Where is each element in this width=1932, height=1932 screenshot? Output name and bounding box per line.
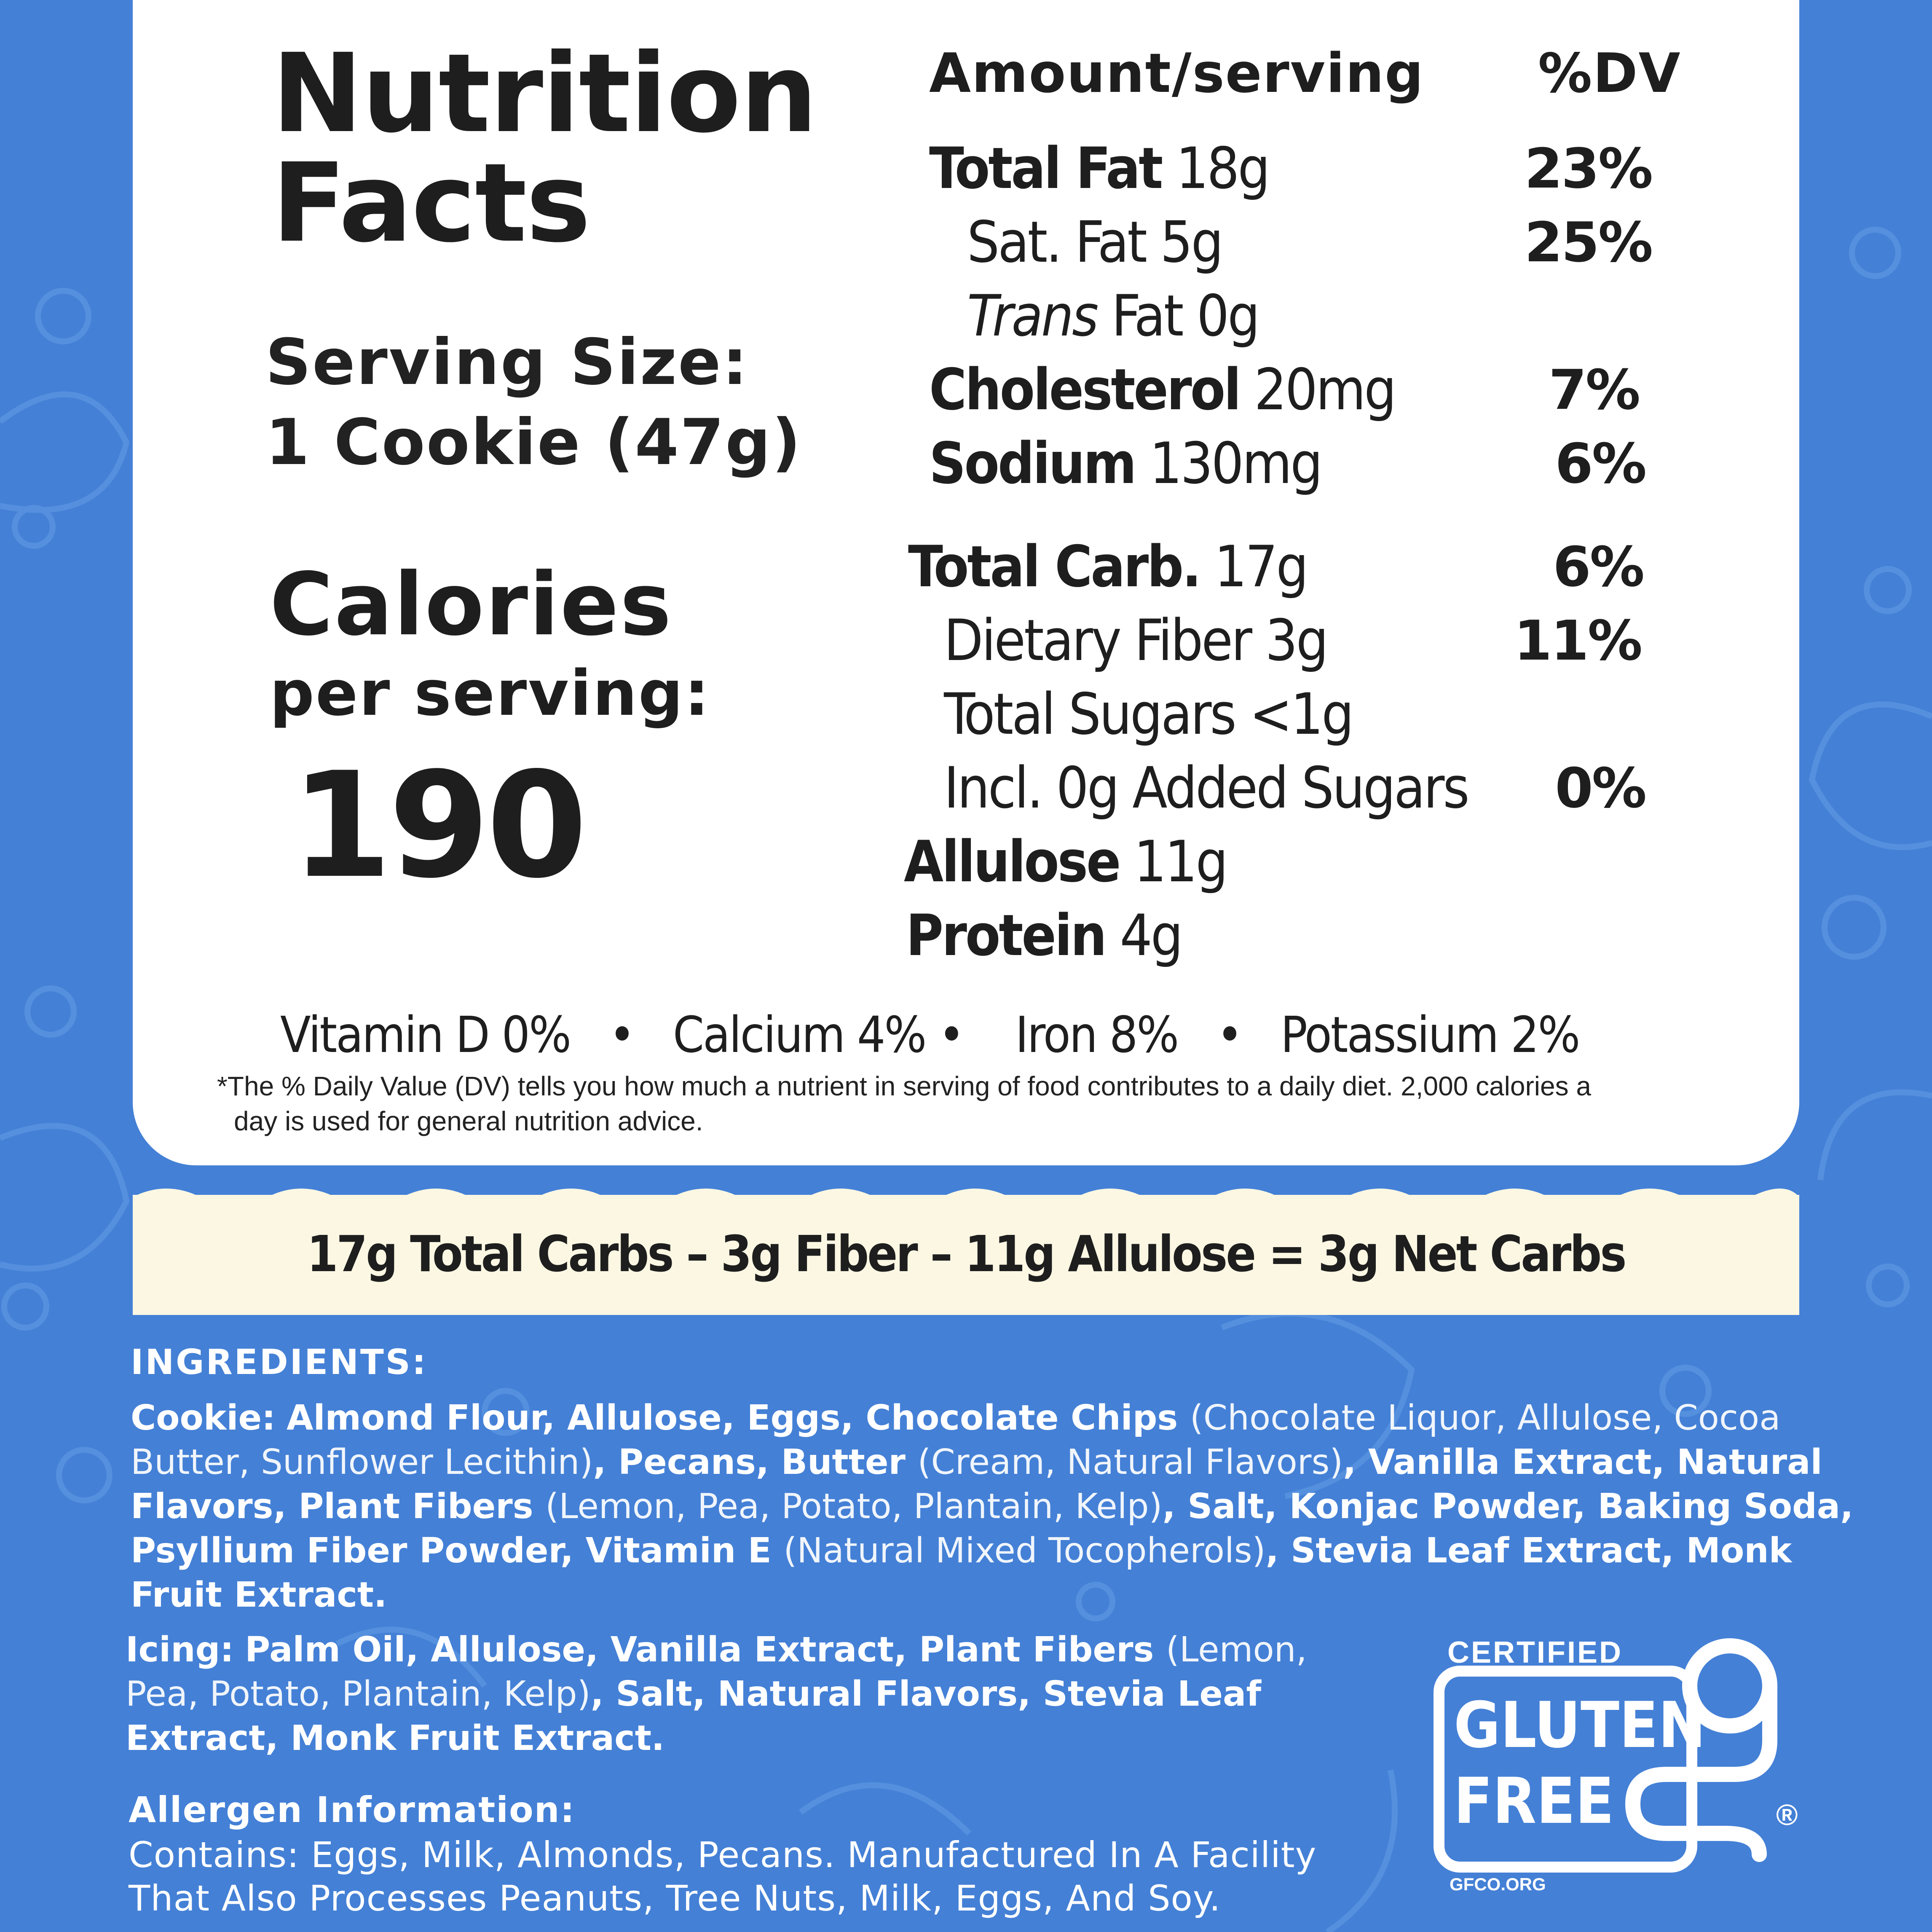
allergen-line2: That Also Processes Peanuts, Tree Nuts, … <box>129 1878 1221 1919</box>
icing-label: Icing: <box>126 1630 234 1670</box>
net-carbs-formula: 17g Total Carbs – 3g Fiber – 11g Allulos… <box>307 1225 1627 1283</box>
ingredient-detail: (Chocolate Liquor, Allulose, Cocoa Butte… <box>131 1398 1781 1482</box>
calories-value: 190 <box>291 741 587 910</box>
ingredient-detail: (Lemon, Pea, Potato, Plantain, Kelp) <box>126 1630 1307 1714</box>
footnote-line2: day is used for general nutrition advice… <box>234 1106 703 1136</box>
calories-sub-label: per serving: <box>270 657 710 730</box>
nutrient-name: Sodium <box>929 430 1137 496</box>
icing-ingredients: Icing: Palm Oil, Allulose, Vanilla Extra… <box>126 1628 1369 1760</box>
nutrient-name: Total Carb. <box>908 534 1201 600</box>
ingredients-heading: INGREDIENTS: <box>131 1342 428 1382</box>
nutrient-amount: 130mg <box>1150 430 1323 496</box>
calcium: Calcium 4% <box>673 1006 927 1064</box>
nutrient-name: Allulose <box>904 829 1121 895</box>
badge-frame <box>1434 1666 1697 1873</box>
ingredient-detail: (Lemon, Pea, Potato, Plantain, Kelp) <box>545 1487 1163 1527</box>
title-line1: Nutrition <box>272 30 817 157</box>
nutrient-name: Fat <box>1111 283 1184 349</box>
nutrient-amount: 20mg <box>1254 357 1396 423</box>
serving-size-label: Serving Size: <box>265 326 749 399</box>
dv-sodium: 6% <box>1555 432 1647 496</box>
nutrient-amount: <1g <box>1249 681 1354 747</box>
ingredient-bold: Almond Flour, Allulose, Eggs, Chocolate … <box>286 1398 1190 1438</box>
band-wave-edge <box>133 1189 1799 1214</box>
nutrient-name: Cholesterol <box>929 357 1241 423</box>
row-dietary-fiber: Dietary Fiber 3g <box>944 607 1329 674</box>
dv-sat-fat: 25% <box>1524 210 1653 274</box>
ingredient-bold: , Vanilla Extract, Natural Flavors, Plan… <box>131 1442 1822 1527</box>
badge-registered: ® <box>1776 1798 1798 1831</box>
nutrient-name-italic: Trans <box>967 283 1099 349</box>
nutrient-amount: 0g <box>1196 283 1260 349</box>
nutrient-name: Dietary Fiber <box>944 607 1252 674</box>
dv-cholesterol: 7% <box>1549 358 1640 422</box>
ingredient-detail: (Cream, Natural Flavors) <box>917 1442 1343 1482</box>
nutrient-name: Total Sugars <box>944 681 1237 747</box>
nutrient-amount: 3g <box>1265 607 1329 674</box>
row-allulose: Allulose 11g <box>904 829 1228 895</box>
ingredient-bold: , Salt, Konjac Powder, Baking Soda, Psyl… <box>131 1487 1854 1571</box>
nutrient-amount: 4g <box>1120 902 1183 969</box>
cookie-label: Cookie: <box>131 1398 276 1438</box>
row-total-sugars: Total Sugars <1g <box>944 681 1354 747</box>
vitamin-d: Vitamin D 0% <box>280 1006 571 1064</box>
row-sodium: Sodium 130mg <box>929 430 1323 496</box>
nutrient-amount: 11g <box>1134 829 1228 895</box>
gluten-free-badge: CERTIFIED GLUTEN FREE ® GFCO.ORG <box>1434 1636 1798 1894</box>
row-added-sugars: Incl. 0g Added Sugars <box>944 755 1470 821</box>
dv-total-fat: 23% <box>1524 137 1653 201</box>
serving-size-value: 1 Cookie (47g) <box>265 406 802 479</box>
row-protein: Protein 4g <box>906 902 1183 969</box>
potassium: Potassium 2% <box>1281 1006 1580 1064</box>
title-line2: Facts <box>272 140 591 266</box>
dv-added-sugars: 0% <box>1555 756 1647 820</box>
badge-certified: CERTIFIED <box>1447 1636 1623 1669</box>
vitamins-line: Vitamin D 0% • Calcium 4% • Iron 8% • Po… <box>280 1005 1580 1064</box>
row-total-carb: Total Carb. 17g <box>908 534 1309 600</box>
nutrient-amount: 18g <box>1176 135 1270 201</box>
nutrient-name: Protein <box>906 902 1107 969</box>
row-trans-fat: Trans Fat 0g <box>967 283 1260 349</box>
ingredient-bold: , Stevia Leaf Extract, Monk Fruit Extrac… <box>131 1531 1792 1615</box>
ingredient-detail: (Natural Mixed Tocopherols) <box>783 1531 1266 1571</box>
nutrition-panel <box>133 0 1799 1165</box>
separator: • <box>1217 1006 1243 1064</box>
allergen-heading: Allergen Information: <box>129 1789 576 1830</box>
row-cholesterol: Cholesterol 20mg <box>929 357 1396 423</box>
row-total-fat: Total Fat 18g <box>929 135 1270 201</box>
net-carbs-band <box>133 1195 1799 1315</box>
separator: • <box>609 1006 635 1064</box>
header-dv: %DV <box>1538 42 1681 105</box>
row-sat-fat: Sat. Fat 5g <box>967 209 1224 275</box>
separator: • <box>938 1006 965 1064</box>
footnote-line1: *The % Daily Value (DV) tells you how mu… <box>217 1071 1591 1101</box>
header-amount: Amount/serving <box>929 42 1424 105</box>
nutrient-amount: 5g <box>1160 209 1223 275</box>
badge-url: GFCO.ORG <box>1450 1874 1546 1894</box>
ingredient-bold: , Salt, Natural Flavors, Stevia Leaf Ext… <box>126 1674 1262 1758</box>
cookie-ingredients: Cookie: Almond Flour, Allulose, Eggs, Ch… <box>131 1396 1879 1617</box>
ingredient-bold: , Pecans, Butter <box>593 1442 918 1482</box>
badge-gluten: GLUTEN <box>1454 1689 1706 1762</box>
dv-dietary-fiber: 11% <box>1514 609 1643 673</box>
nutrient-name: Total Fat <box>929 135 1163 201</box>
allergen-line1: Contains: Eggs, Milk, Almonds, Pecans. M… <box>129 1834 1317 1876</box>
nutrient-amount: 17g <box>1214 534 1309 600</box>
ingredient-bold: Palm Oil, Allulose, Vanilla Extract, Pla… <box>245 1630 1166 1670</box>
nutrient-name: Sat. Fat <box>967 209 1147 275</box>
badge-free: FREE <box>1454 1765 1614 1838</box>
dv-total-carb: 6% <box>1553 535 1645 599</box>
iron: Iron 8% <box>1015 1006 1179 1064</box>
nutrient-name: Incl. 0g Added Sugars <box>944 755 1470 821</box>
calories-label: Calories <box>270 555 673 655</box>
